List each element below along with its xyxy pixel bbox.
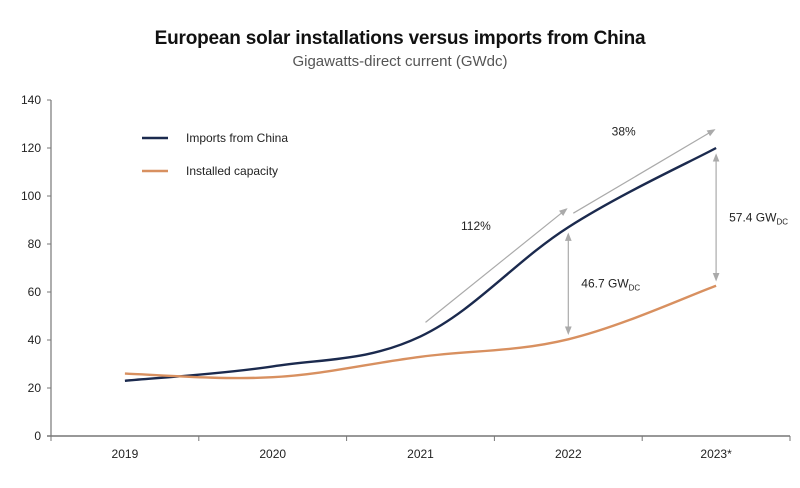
series-line-imports-from-china (124, 146, 717, 382)
x-tick-label: 2022 (555, 447, 582, 461)
y-tick-label: 80 (28, 237, 42, 251)
y-tick-label: 100 (21, 189, 41, 203)
legend-label: Imports from China (186, 131, 288, 145)
gap-label-unit-subscript: DC (629, 284, 641, 293)
x-tick-label: 2019 (112, 447, 139, 461)
gap-label-unit-subscript: DC (776, 217, 788, 226)
growth-label: 112% (461, 219, 491, 233)
legend: Imports from China Installed capacity (142, 131, 288, 178)
gap-label-value: 57.4 GW (729, 210, 777, 224)
growth-label: 38% (612, 125, 636, 139)
gap-label-value: 46.7 GW (581, 277, 629, 291)
x-tick-label: 2023* (700, 447, 732, 461)
y-tick-label: 0 (34, 429, 41, 443)
series-lines (124, 146, 717, 382)
growth-arrow (572, 129, 716, 214)
y-tick-label: 140 (21, 93, 41, 107)
chart-subtitle: Gigawatts-direct current (GWdc) (292, 53, 508, 70)
legend-label: Installed capacity (186, 164, 278, 178)
series-line-installed-capacity (124, 284, 717, 380)
y-tick-label: 120 (21, 141, 41, 155)
x-tick-label: 2021 (407, 447, 434, 461)
y-tick-label: 60 (28, 285, 42, 299)
gap-label: 57.4 GWDC (729, 210, 788, 226)
y-tick-label: 40 (28, 333, 42, 347)
gap-label: 46.7 GWDC (581, 277, 640, 293)
x-tick-label: 2020 (259, 447, 286, 461)
chart-title: European solar installations versus impo… (154, 28, 646, 49)
y-tick-label: 20 (28, 381, 42, 395)
growth-arrow (425, 208, 568, 323)
axes: 0 20 40 60 80 100 120 140 2019 2020 2021 2022 2023* (21, 93, 791, 461)
